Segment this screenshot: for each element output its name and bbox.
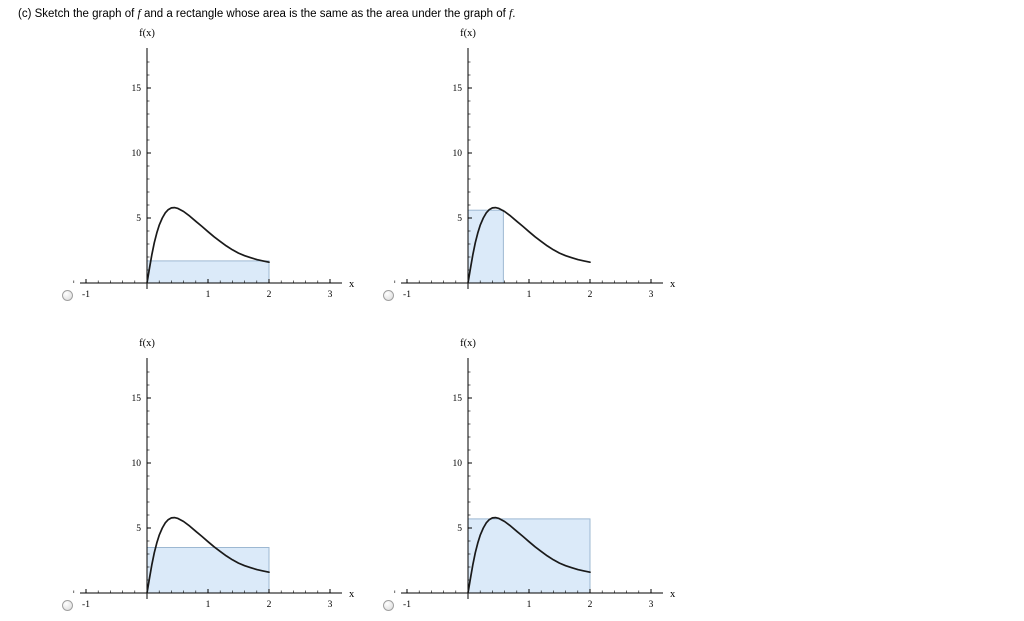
- y-axis-label: f(x): [139, 28, 155, 39]
- question-suffix: .: [512, 8, 516, 20]
- option-1-radio[interactable]: [62, 290, 73, 301]
- y-axis-label: f(x): [139, 338, 155, 349]
- area-rectangle: [467, 209, 504, 284]
- question-f-symbol: f: [137, 8, 141, 20]
- x-axis-label: x: [670, 279, 676, 290]
- x-tick-label: 2: [588, 600, 593, 610]
- x-tick-label: 3: [649, 600, 654, 610]
- question-text: (c) Sketch the graph of f and a rectangl…: [18, 8, 515, 20]
- option-3-plot: -1 1 2 3 5 10 15 f(x) x: [73, 338, 355, 610]
- option-2-plot: -1 1 2 3 5 10 15 f(x) x: [394, 28, 676, 300]
- x-tick-label: 2: [267, 600, 272, 610]
- x-tick-label: 3: [328, 290, 333, 300]
- option-1-plot: -1 1 2 3 5 10 15 f(x) x: [73, 28, 355, 300]
- y-tick-label: 10: [453, 459, 463, 469]
- x-tick-label: 1: [527, 290, 532, 300]
- y-tick-label: 15: [132, 394, 142, 404]
- x-axis-label: x: [349, 589, 355, 600]
- x-tick-label: -1: [82, 600, 90, 610]
- y-tick-label: 15: [453, 394, 463, 404]
- question-f-symbol: f: [509, 8, 513, 20]
- y-tick-label: 15: [453, 84, 463, 94]
- y-tick-label: 5: [136, 524, 141, 534]
- option-4-radio[interactable]: [383, 600, 394, 611]
- area-rectangle: [467, 518, 591, 594]
- x-tick-label: 3: [328, 600, 333, 610]
- y-tick-label: 5: [136, 214, 141, 224]
- option-4-plot: -1 1 2 3 5 10 15 f(x) x: [394, 338, 676, 610]
- y-tick-label: 10: [132, 459, 142, 469]
- f-curve: [146, 516, 270, 594]
- x-tick-label: -1: [403, 600, 411, 610]
- answer-option-2: -1 1 2 3 5 10 15 f(x) x: [381, 22, 681, 314]
- x-tick-label: 1: [206, 290, 211, 300]
- y-tick-label: 5: [457, 524, 462, 534]
- x-tick-label: -1: [82, 290, 90, 300]
- answer-option-1: -1 1 2 3 5 10 15 f(x) x: [60, 22, 360, 314]
- x-tick-label: 1: [206, 600, 211, 610]
- y-axis-label: f(x): [460, 28, 476, 39]
- y-axis-label: f(x): [460, 338, 476, 349]
- answer-option-4: -1 1 2 3 5 10 15 f(x) x: [381, 332, 681, 621]
- x-tick-label: 1: [527, 600, 532, 610]
- area-rectangle: [146, 547, 270, 594]
- x-tick-label: 2: [588, 290, 593, 300]
- question-prefix: (c) Sketch the graph of: [18, 8, 138, 20]
- option-3-radio[interactable]: [62, 600, 73, 611]
- y-tick-label: 10: [132, 149, 142, 159]
- answer-option-3: -1 1 2 3 5 10 15 f(x) x: [60, 332, 360, 621]
- option-2-radio[interactable]: [383, 290, 394, 301]
- y-tick-label: 10: [453, 149, 463, 159]
- f-curve: [467, 516, 591, 594]
- f-curve: [467, 206, 591, 284]
- x-tick-label: 2: [267, 290, 272, 300]
- x-axis-label: x: [349, 279, 355, 290]
- y-tick-label: 5: [457, 214, 462, 224]
- x-axis-label: x: [670, 589, 676, 600]
- f-curve: [146, 206, 270, 284]
- y-tick-label: 15: [132, 84, 142, 94]
- question-middle: and a rectangle whose area is the same a…: [140, 8, 509, 20]
- x-tick-label: -1: [403, 290, 411, 300]
- x-tick-label: 3: [649, 290, 654, 300]
